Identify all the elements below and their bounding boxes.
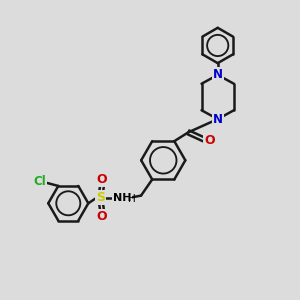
Text: O: O	[97, 173, 107, 186]
Text: S: S	[96, 191, 105, 205]
Text: O: O	[97, 210, 107, 223]
Text: Cl: Cl	[33, 175, 46, 188]
Text: N: N	[213, 112, 223, 126]
Text: N: N	[213, 68, 223, 81]
Text: H: H	[128, 194, 136, 204]
Text: NH: NH	[112, 193, 131, 203]
Text: O: O	[205, 134, 215, 147]
